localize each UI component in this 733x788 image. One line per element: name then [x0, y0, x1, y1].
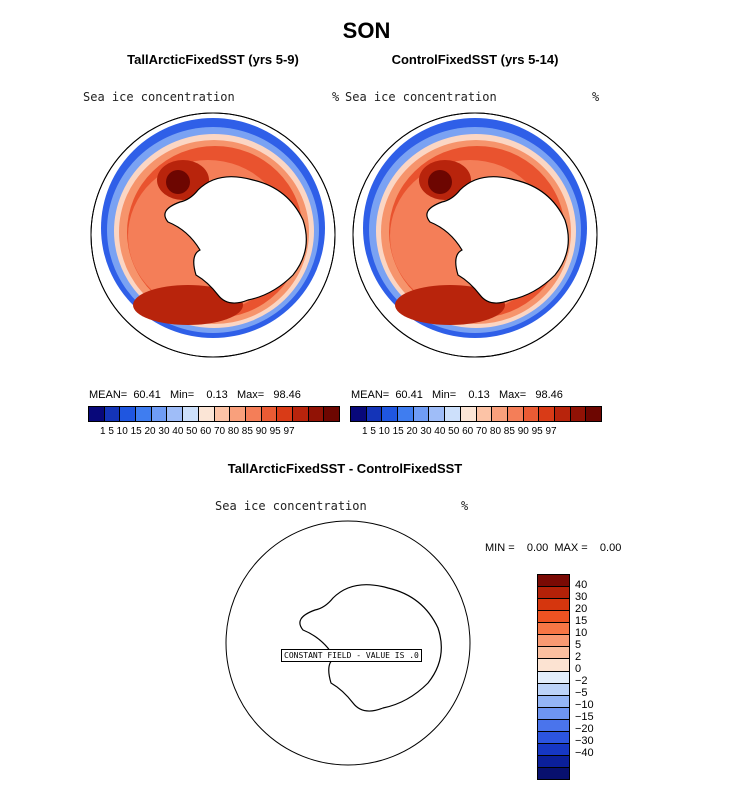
- colorbar-swatch: [460, 407, 477, 421]
- colorbar-swatch: [277, 407, 293, 421]
- colorbar-swatch: [538, 731, 569, 744]
- colorbar-swatch: [230, 407, 246, 421]
- colorbar-swatch: [538, 768, 569, 780]
- unit-label-right: %: [592, 90, 600, 104]
- colorbar-swatch: [104, 407, 121, 421]
- antarctica-outline-left: [164, 176, 307, 304]
- colorbar-left: [88, 406, 340, 422]
- colorbar-diff-tick-label: 10: [575, 627, 588, 639]
- colorbar-swatch: [538, 587, 569, 600]
- colorbar-left-ticks: 1 5 10 15 20 30 40 50 60 70 80 85 90 95 …: [100, 426, 295, 437]
- colorbar-swatch: [413, 407, 430, 421]
- colorbar-swatch: [120, 407, 137, 421]
- colorbar-swatch: [538, 611, 569, 624]
- colorbar-swatch: [538, 599, 569, 612]
- colorbar-swatch: [151, 407, 168, 421]
- colorbar-diff-tick-label: −5: [575, 687, 588, 699]
- colorbar-diff-tick-label: −2: [575, 675, 588, 687]
- colorbar-swatch: [89, 407, 105, 421]
- colorbar-swatch: [554, 407, 571, 421]
- polar-map-diff: [225, 520, 471, 766]
- colorbar-diff-tick-label: 40: [575, 579, 588, 591]
- colorbar-diff-tick-label: 2: [575, 651, 582, 663]
- figure-title: SON: [342, 18, 391, 43]
- panel-title-left: TallArcticFixedSST (yrs 5-9): [127, 52, 299, 67]
- colorbar-swatch: [308, 407, 325, 421]
- colorbar-swatch: [382, 407, 399, 421]
- colorbar-swatch: [539, 407, 555, 421]
- constant-field-label: CONSTANT FIELD - VALUE IS .0: [281, 649, 422, 662]
- colorbar-swatch: [136, 407, 152, 421]
- antarctica-outline-right: [426, 176, 569, 304]
- colorbar-swatch: [214, 407, 231, 421]
- colorbar-swatch: [538, 755, 569, 768]
- colorbar-swatch: [538, 707, 569, 720]
- stats-right: MEAN= 60.41 Min= 0.13 Max= 98.46: [351, 389, 563, 401]
- colorbar-diff-tick-label: 0: [575, 663, 582, 675]
- polar-map-left: [90, 112, 336, 358]
- colorbar-swatch: [292, 407, 309, 421]
- colorbar-swatch: [538, 695, 569, 708]
- colorbar-swatch: [507, 407, 524, 421]
- colorbar-diff-ticks: 40 30 20 15 10 5 2 0 −2 −5 −10 −15 −20 −30 −40: [575, 574, 615, 778]
- colorbar-swatch: [538, 635, 569, 648]
- diff-stats: MIN = 0.00 MAX = 0.00: [485, 542, 622, 554]
- colorbar-swatch: [523, 407, 540, 421]
- colorbar-diff-tick-label: 15: [575, 615, 588, 627]
- colorbar-swatch: [198, 407, 215, 421]
- colorbar-swatch: [538, 719, 569, 732]
- colorbar-swatch: [245, 407, 262, 421]
- colorbar-swatch: [538, 683, 569, 696]
- colorbar-diff-tick-label: 5: [575, 639, 582, 651]
- colorbar-swatch: [538, 647, 569, 660]
- colorbar-diff: [537, 574, 570, 780]
- colorbar-diff-tick-label: −30: [575, 735, 594, 747]
- panel-title-right: ControlFixedSST (yrs 5-14): [391, 52, 559, 67]
- colorbar-swatch: [183, 407, 199, 421]
- colorbar-right-ticks: 1 5 10 15 20 30 40 50 60 70 80 85 90 95 …: [362, 426, 557, 437]
- colorbar-swatch: [429, 407, 446, 421]
- antarctica-outline-diff: [299, 584, 442, 712]
- polar-map-right: [352, 112, 598, 358]
- colorbar-diff-tick-label: 30: [575, 591, 588, 603]
- colorbar-swatch: [570, 407, 587, 421]
- stats-left: MEAN= 60.41 Min= 0.13 Max= 98.46: [89, 389, 301, 401]
- colorbar-swatch: [492, 407, 508, 421]
- variable-label-left: Sea ice concentration: [83, 90, 235, 104]
- colorbar-diff-tick-label: −20: [575, 723, 594, 735]
- colorbar-swatch: [586, 407, 601, 421]
- colorbar-swatch: [476, 407, 493, 421]
- colorbar-swatch: [538, 623, 569, 636]
- colorbar-swatch: [351, 407, 367, 421]
- colorbar-swatch: [324, 407, 339, 421]
- colorbar-diff-tick-label: 20: [575, 603, 588, 615]
- colorbar-diff-tick-label: −10: [575, 699, 594, 711]
- colorbar-swatch: [167, 407, 184, 421]
- colorbar-swatch: [538, 659, 569, 672]
- colorbar-right: [350, 406, 602, 422]
- variable-label-right: Sea ice concentration: [345, 90, 497, 104]
- diff-panel-title: TallArcticFixedSST - ControlFixedSST: [227, 461, 463, 476]
- diff-unit-label: %: [461, 499, 469, 513]
- colorbar-swatch: [538, 671, 569, 684]
- colorbar-diff-tick-label: −15: [575, 711, 594, 723]
- colorbar-swatch: [398, 407, 414, 421]
- colorbar-swatch: [538, 743, 569, 756]
- colorbar-swatch: [445, 407, 461, 421]
- colorbar-swatch: [261, 407, 278, 421]
- colorbar-swatch: [538, 575, 569, 588]
- unit-label-left: %: [332, 90, 340, 104]
- colorbar-swatch: [366, 407, 383, 421]
- colorbar-diff-tick-label: −40: [575, 747, 594, 759]
- diff-variable-label: Sea ice concentration: [215, 499, 367, 513]
